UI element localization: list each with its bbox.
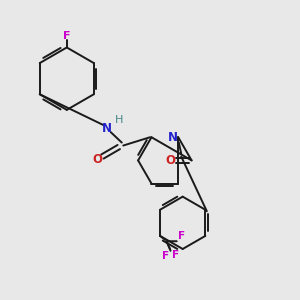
Text: F: F (161, 251, 169, 261)
Text: H: H (115, 115, 124, 125)
Text: F: F (172, 250, 179, 260)
Text: F: F (178, 231, 186, 241)
Text: F: F (63, 31, 70, 41)
Text: N: N (102, 122, 112, 135)
Text: O: O (166, 154, 176, 167)
Text: O: O (92, 153, 102, 166)
Text: N: N (168, 131, 178, 144)
